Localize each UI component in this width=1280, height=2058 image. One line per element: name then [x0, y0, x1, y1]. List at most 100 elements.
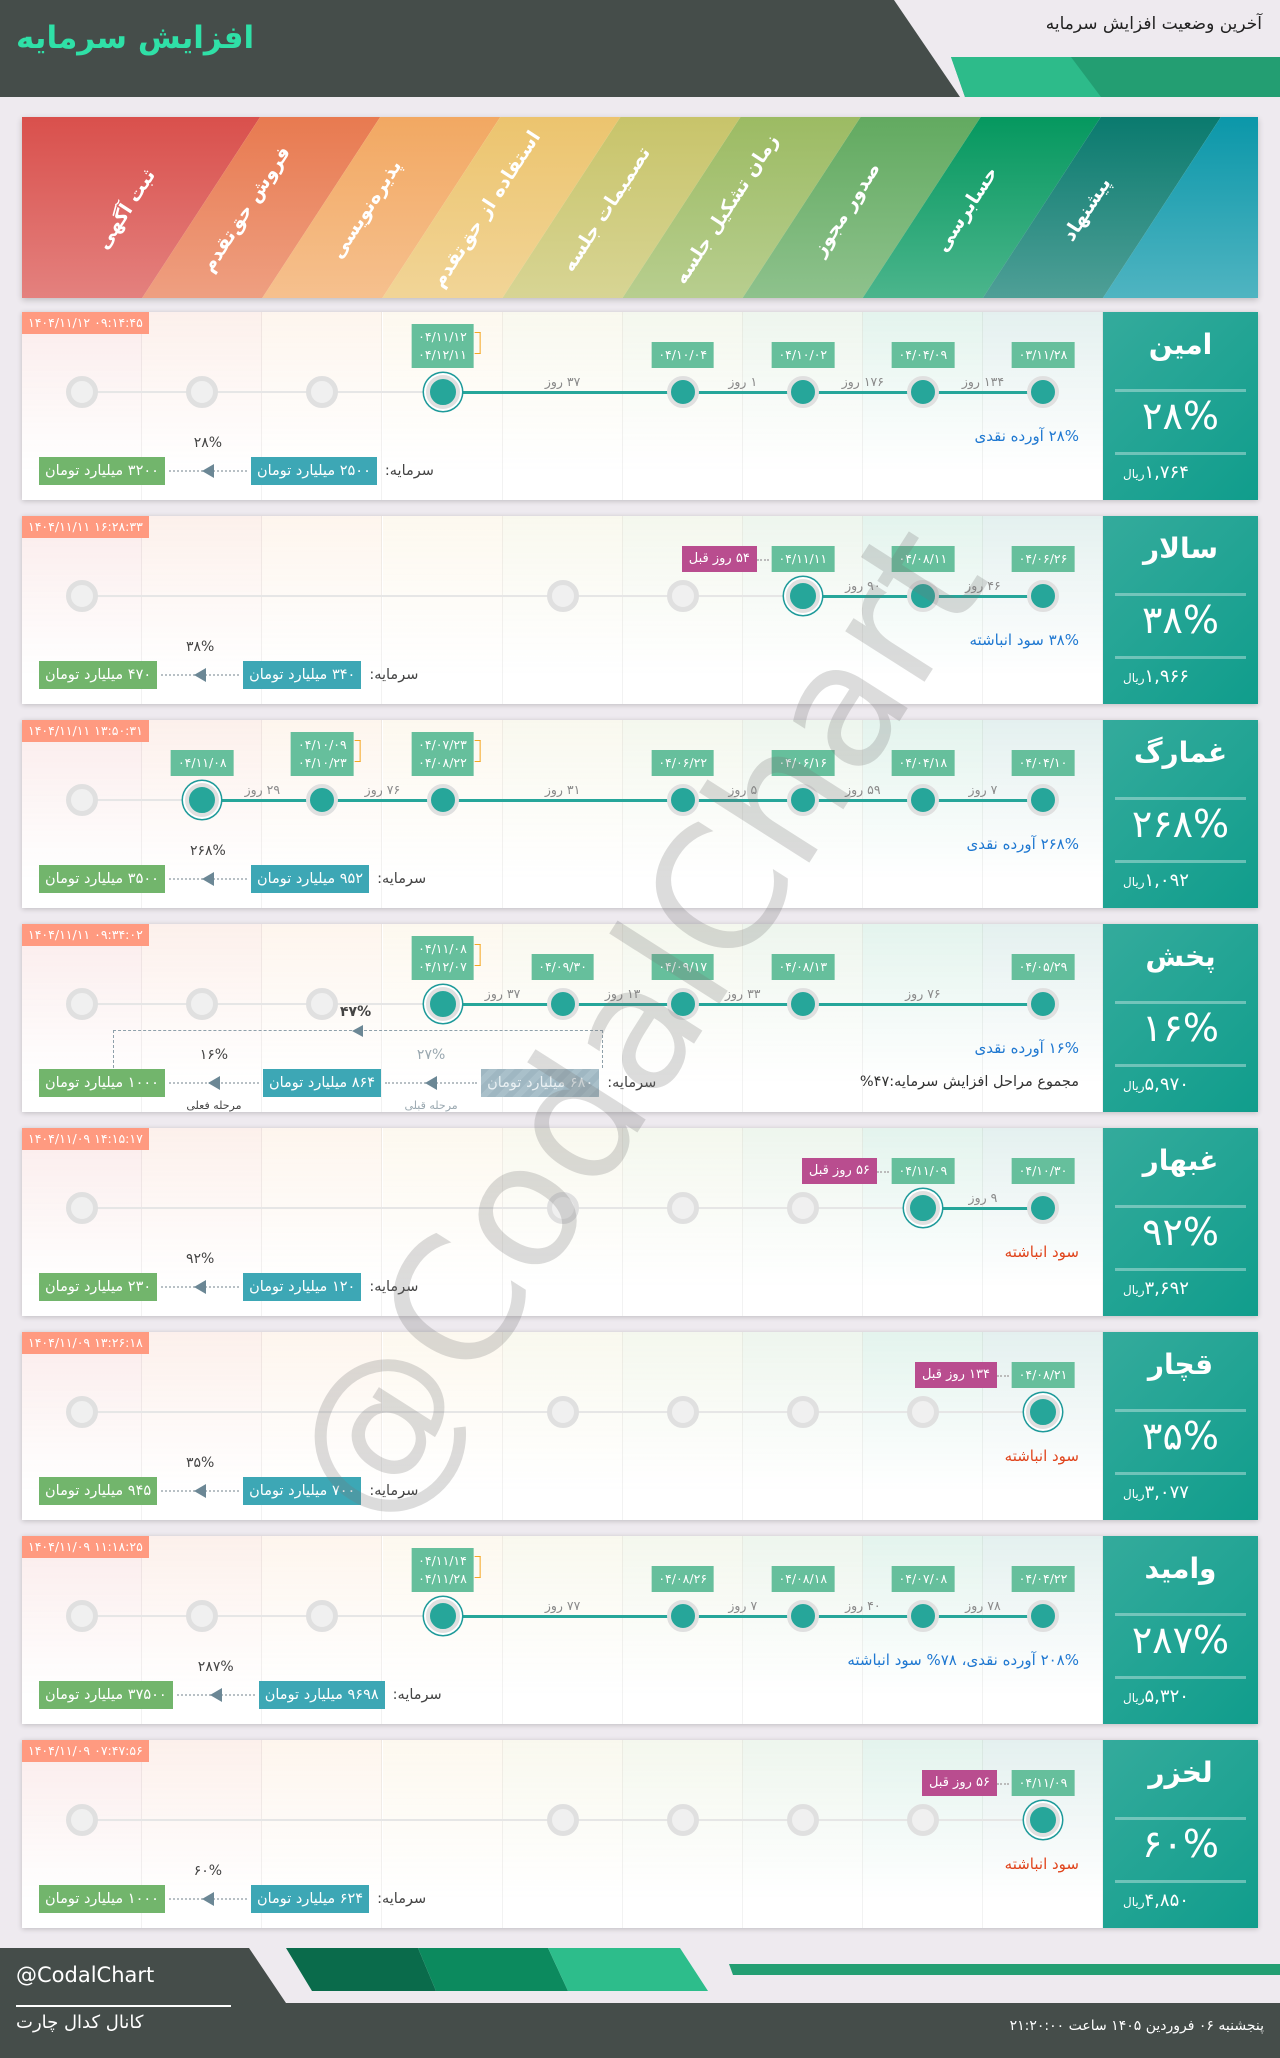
stock-name[interactable]: امین	[1148, 328, 1213, 361]
stock-summary-panel[interactable]: لخزر ۶۰% ۴,۸۵۰ریال	[1103, 1740, 1258, 1928]
stage-done-dot	[906, 376, 939, 408]
stage-pending-dot	[786, 1396, 819, 1428]
date-text: ۰۳/۱۱/۲۸	[1018, 347, 1068, 362]
price-value: ۳,۶۹۲	[1144, 1278, 1189, 1299]
new-capital-box: ۳۷۵۰۰ میلیارد تومان	[39, 1681, 173, 1709]
stock-name[interactable]: غبهار	[1142, 1144, 1219, 1177]
stage-date: ۰۳/۱۱/۲۸	[1011, 342, 1075, 368]
ago-connector	[756, 559, 769, 561]
funding-source: ۲۸% آورده نقدی	[974, 427, 1079, 445]
price-unit: ریال	[1123, 467, 1145, 481]
price-value: ۱,۹۶۶	[1144, 666, 1189, 687]
stage-done-dot	[906, 784, 939, 816]
stage-date: ۰۴/۰۴/۲۲	[1011, 1566, 1075, 1592]
capital-label: سرمایه:	[377, 1891, 427, 1907]
stock-name[interactable]: قچار	[1147, 1348, 1214, 1381]
stage-date: ۰۴/۰۵/۲۹	[1011, 954, 1075, 980]
stage-done-dot	[786, 784, 819, 816]
stock-row[interactable]: ۰۴/۱۰/۳۰ ۰۴/۱۱/۰۹ ۹ روز ۵۶ روز قبل ۱۴۰۴/۱۱/۰…	[22, 1128, 1258, 1316]
stage-pending-dot	[306, 376, 339, 408]
new-capital-box: ۴۷۰ میلیارد تومان	[39, 661, 158, 689]
date-text: ۰۴/۱۲/۱۱	[418, 347, 467, 362]
divider	[1115, 452, 1246, 455]
stock-name[interactable]: غمارگ	[1133, 736, 1228, 769]
stock-name[interactable]: وامید	[1144, 1552, 1217, 1585]
days-gap: ۱۷۶ روز	[841, 374, 884, 389]
current-capital-box: ۶۲۴ میلیارد تومان	[250, 1885, 370, 1913]
increase-percent-large: ۲۸%	[1142, 394, 1219, 438]
stock-summary-panel[interactable]: غمارگ ۲۶۸% ۱,۰۹۲ریال	[1103, 720, 1258, 908]
stock-summary-panel[interactable]: امین ۲۸% ۱,۷۶۴ریال	[1103, 312, 1258, 500]
days-gap: ۷۶ روز	[905, 986, 941, 1001]
days-gap: ۴۰ روز	[845, 1598, 881, 1613]
date-text: ۰۴/۱۱/۲۸	[418, 1571, 467, 1586]
date-text: ۰۴/۰۶/۱۶	[778, 755, 828, 770]
days-gap: ۱۳ روز	[604, 986, 641, 1001]
stage-stripe	[22, 117, 261, 298]
stock-row[interactable]: ۰۳/۱۱/۲۸ ۰۴/۰۴/۰۹ ۱۳۴ روز ۰۴/۱۰/۰۲ ۱۷۶ روز ۰۴…	[22, 312, 1258, 500]
capital-flow: ۹۴۵ میلیارد تومان ۳۵% ۷۰۰ میلیارد تومان سرم…	[39, 1455, 418, 1506]
timestamp-badge: ۱۴۰۴/۱۱/۱۱ ۱۶:۲۸:۳۳	[22, 516, 149, 538]
date-text: ۰۴/۰۸/۲۱	[1018, 1367, 1068, 1382]
stage-done-dot	[1027, 580, 1059, 612]
stage-column	[382, 1332, 503, 1520]
stage-done-dot	[1027, 1192, 1059, 1224]
header-accent-light	[951, 57, 1101, 97]
date-range-arrow-icon	[474, 1556, 481, 1578]
stock-row[interactable]: ۰۴/۰۶/۲۶ ۰۴/۰۸/۱۱ ۴۶ روز ۰۴/۱۱/۱۱ ۹۰ روز ۵۴ ر…	[22, 516, 1258, 704]
stock-summary-panel[interactable]: وامید ۲۸۷% ۵,۳۲۰ریال	[1103, 1536, 1258, 1724]
arrow-left-icon	[194, 1484, 207, 1498]
stock-name[interactable]: پخش	[1145, 940, 1216, 973]
footer-channel: کانال کدال چارت	[16, 2012, 144, 2033]
previous-capital-box: ۶۸۰ میلیارد تومان	[481, 1069, 600, 1097]
stock-summary-panel[interactable]: سالار ۳۸% ۱,۹۶۶ریال	[1103, 516, 1258, 704]
stage-date: ۰۴/۰۴/۰۹	[891, 342, 955, 368]
stage-date: ۰۴/۰۷/۰۸	[891, 1566, 955, 1592]
arrow-left-icon	[201, 464, 214, 478]
increase-percent-large: ۹۲%	[1142, 1210, 1219, 1254]
stock-summary-panel[interactable]: قچار ۳۵% ۳,۰۷۷ریال	[1103, 1332, 1258, 1520]
days-gap: ۷۸ روز	[965, 1598, 1001, 1613]
stock-summary-panel[interactable]: غبهار ۹۲% ۳,۶۹۲ریال	[1103, 1128, 1258, 1316]
footer-accent-3	[548, 1948, 708, 1991]
date-text: ۰۴/۱۱/۰۸	[418, 941, 467, 956]
stage-column	[382, 516, 503, 704]
date-range-arrow-icon	[474, 332, 481, 354]
stage-current-dot	[905, 1191, 940, 1225]
capital-label: سرمایه:	[392, 1687, 442, 1703]
stage-date: ۰۴/۱۱/۱۴ ۰۴/۱۱/۲۸	[411, 1548, 481, 1592]
current-capital-box: ۱۲۰ میلیارد تومان	[243, 1273, 362, 1301]
days-gap: ۳۳ روز	[724, 986, 761, 1001]
stage-done-dot	[786, 988, 819, 1020]
capital-arrow: ۳۸%	[157, 639, 243, 689]
stage-stripe	[742, 117, 981, 298]
stage-date: ۰۴/۰۸/۱۱	[891, 546, 955, 572]
stock-name[interactable]: لخزر	[1148, 1756, 1213, 1789]
timeline-progress	[922, 1207, 1043, 1210]
new-capital-box: ۲۳۰ میلیارد تومان	[39, 1273, 158, 1301]
days-gap: ۷۶ روز	[364, 782, 401, 797]
footer-strip	[729, 1964, 1280, 1975]
increase-percent-large: ۶۰%	[1142, 1822, 1219, 1866]
stock-summary-panel[interactable]: پخش ۱۶% ۵,۹۷۰ریال	[1103, 924, 1258, 1112]
date-text: ۰۴/۱۰/۳۰	[1018, 1163, 1068, 1178]
stock-name[interactable]: سالار	[1142, 532, 1219, 565]
date-text: ۰۴/۱۱/۰۸	[177, 755, 227, 770]
stage-date: ۰۴/۱۰/۰۹ ۰۴/۱۰/۲۳	[291, 732, 361, 776]
days-gap: ۵ روز	[728, 782, 758, 797]
divider	[1115, 860, 1246, 863]
stock-row[interactable]: ۰۴/۰۸/۲۱ ۱۳۴ روز قبل ۱۴۰۴/۱۱/۰۹ ۱۳:۲۶:۱۸ سو…	[22, 1332, 1258, 1520]
arrow-left-icon	[194, 668, 207, 682]
footer-accent-1	[286, 1948, 436, 1991]
stock-row[interactable]: ۰۴/۱۱/۰۹ ۵۶ روز قبل ۱۴۰۴/۱۱/۰۹ ۰۷:۴۷:۵۶ سود…	[22, 1740, 1258, 1928]
stage-pending-dot	[786, 1192, 819, 1224]
timestamp-badge: ۱۴۰۴/۱۱/۰۹ ۱۴:۱۵:۱۷	[22, 1128, 149, 1150]
capital-flow: ۲۳۰ میلیارد تومان ۹۲% ۱۲۰ میلیارد تومان سرم…	[39, 1251, 418, 1302]
current-capital-box: ۹۵۲ میلیارد تومان	[250, 865, 370, 893]
stock-row[interactable]: ۰۴/۰۴/۱۰ ۰۴/۰۴/۱۸ ۷ روز ۰۴/۰۶/۱۶ ۵۹ روز ۰۴/۰۶…	[22, 720, 1258, 908]
stage-date: ۰۴/۱۰/۰۲	[771, 342, 835, 368]
stock-row[interactable]: ۰۴/۰۴/۲۲ ۰۴/۰۷/۰۸ ۷۸ روز ۰۴/۰۸/۱۸ ۴۰ روز ۰۴/۰…	[22, 1536, 1258, 1724]
stock-row[interactable]: ۰۴/۰۵/۲۹ ۰۴/۰۸/۱۳ ۷۶ روز ۰۴/۰۹/۱۷ ۳۳ روز ۰۴/۰…	[22, 924, 1258, 1112]
stage-done-dot	[1027, 376, 1059, 408]
date-text: ۰۴/۰۷/۰۸	[898, 1571, 948, 1586]
